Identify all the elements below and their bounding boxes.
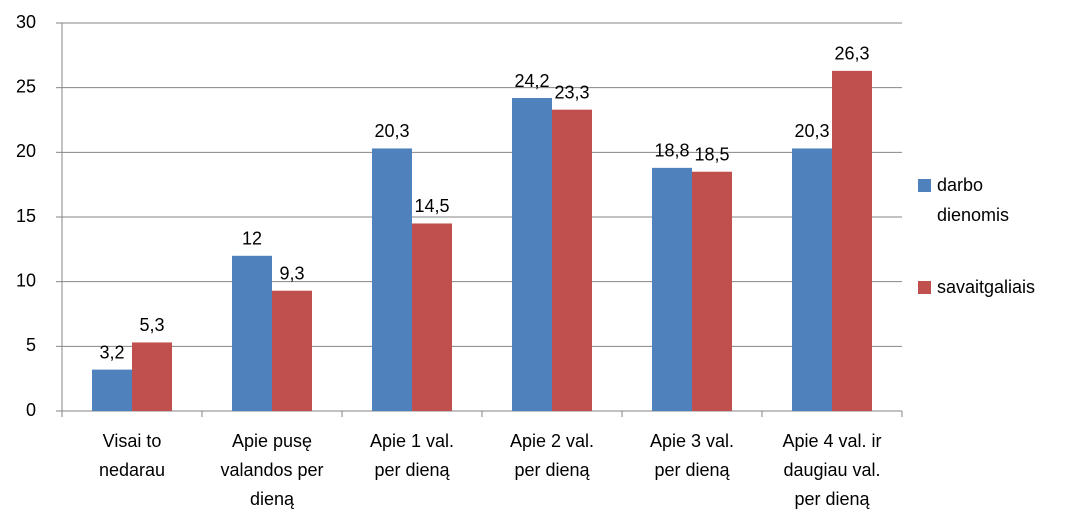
legend-label: savaitgaliais [937,277,1036,297]
data-label: 18,8 [654,141,689,161]
x-tick-label-line: valandos per [220,460,323,480]
y-tick-label: 0 [26,400,36,420]
data-label: 24,2 [514,71,549,91]
x-tick-label: Visai to nedarau [99,431,165,480]
bar [92,369,132,411]
data-label: 12 [242,229,262,249]
legend-swatch [918,281,931,294]
legend-item: darbo dienomis [918,170,1068,230]
legend-item: savaitgaliais [918,272,1068,302]
y-tick-label: 20 [16,141,36,161]
x-tick-label: Apie 1 val. per dieną [370,431,454,480]
bar [132,342,172,411]
y-tick-label: 10 [16,270,36,290]
data-label: 9,3 [279,263,304,283]
data-label: 3,2 [99,342,124,362]
y-tick-label: 5 [26,335,36,355]
bar [552,109,592,412]
data-label: 23,3 [554,82,589,102]
data-label: 14,5 [414,196,449,216]
x-tick-label: Apie 4 val. ir daugiau val. per dieną [782,431,881,509]
bar [372,148,412,411]
bar [832,70,872,411]
x-tick-label-line: per dieną [654,460,730,480]
x-tick-label-line: dieną [250,489,295,509]
x-tick-label-line: Apie 3 val. [650,431,734,451]
bar [652,167,692,411]
data-label: 5,3 [139,315,164,335]
y-tick-label: 15 [16,206,36,226]
legend-label: darbo dienomis [937,175,1010,225]
x-tick-label-line: Apie 1 val. [370,431,454,451]
bar [512,98,552,411]
bar [272,290,312,411]
bar [412,223,452,411]
y-tick-label: 25 [16,76,36,96]
data-label: 26,3 [834,44,869,64]
bar [792,148,832,411]
data-label: 20,3 [794,121,829,141]
x-tick-label-line: nedarau [99,460,165,480]
x-tick-label-line: per dieną [514,460,590,480]
y-tick-label: 30 [16,12,36,32]
x-tick-label-line: per dieną [794,489,870,509]
x-tick-label: Apie 3 val. per dieną [650,431,734,480]
x-tick-label-line: Apie 2 val. [510,431,594,451]
bar [232,255,272,411]
data-label: 18,5 [694,144,729,164]
legend-swatch [918,179,931,192]
bar [692,171,732,411]
x-tick-label-line: Visai to [103,431,162,451]
x-tick-label: Apie pusę valandos per dieną [220,431,323,509]
x-tick-label: Apie 2 val. per dieną [510,431,594,480]
x-tick-label-line: Apie pusę [232,431,312,451]
data-label: 20,3 [374,121,409,141]
x-tick-label-line: Apie 4 val. ir [782,431,881,451]
x-tick-label-line: per dieną [374,460,450,480]
x-tick-label-line: daugiau val. [783,460,880,480]
